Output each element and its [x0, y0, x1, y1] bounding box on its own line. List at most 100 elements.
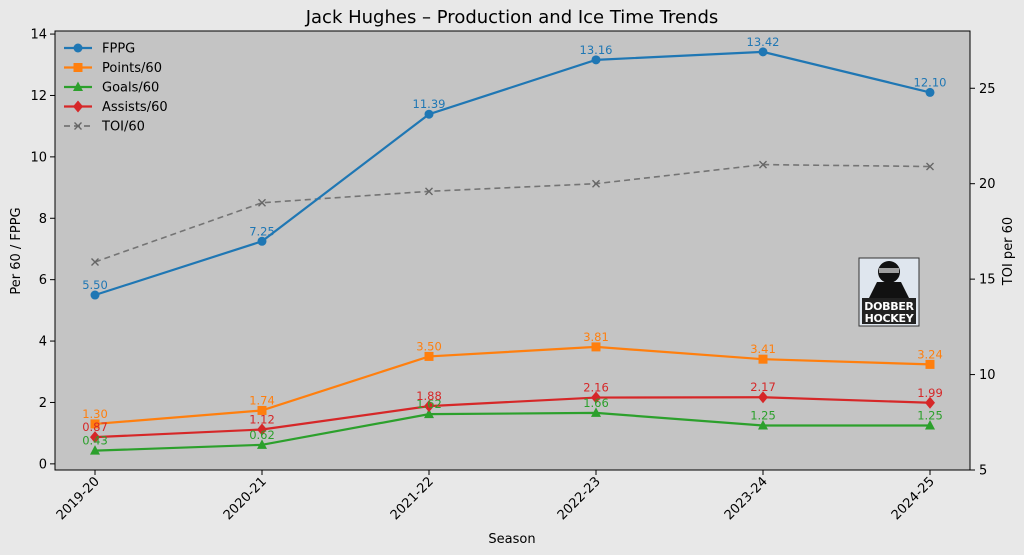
y-right-tick-label: 20 [979, 177, 996, 192]
point-points-60 [925, 359, 935, 369]
legend-label-goals-60: Goals/60 [102, 81, 159, 96]
data-label-points-60: 3.24 [917, 347, 943, 361]
series-layer [90, 47, 935, 455]
y-left-tick-label: 6 [39, 273, 47, 288]
point-assists-60 [90, 431, 100, 444]
point-assists-60 [591, 391, 601, 404]
x-tick-label: 2019-20 [54, 474, 103, 523]
y-left-tick-label: 12 [30, 89, 47, 104]
y-right-tick-label: 10 [979, 368, 996, 383]
data-label-points-60: 1.74 [249, 393, 275, 407]
data-label-fppg: 12.10 [914, 75, 947, 89]
data-label-assists-60: 2.16 [583, 381, 609, 395]
legend: FPPG Points/60 Goals/60 Assists/60 TOI/60 [64, 42, 168, 135]
legend-marker-toi-60 [74, 122, 82, 130]
y-axis-right: 5 10 15 20 25 [970, 82, 996, 479]
logo-text-line1: DOBBER [864, 300, 914, 313]
point-assists-60 [257, 423, 267, 436]
point-goals-60 [758, 419, 768, 430]
data-label-fppg: 13.16 [580, 43, 613, 57]
legend-label-assists-60: Assists/60 [102, 100, 168, 115]
x-tick-label: 2020-21 [221, 474, 270, 523]
data-label-assists-60: 1.99 [917, 386, 943, 400]
point-points-60 [758, 354, 768, 364]
data-label-assists-60: 1.88 [416, 389, 442, 403]
dobber-hockey-logo: DOBBER HOCKEY [858, 257, 920, 327]
data-label-points-60: 3.41 [750, 342, 776, 356]
legend-marker-assists-60 [73, 100, 83, 113]
data-label-assists-60: 0.87 [82, 420, 108, 434]
series-line-assists-60 [94, 396, 931, 439]
chart-title: Jack Hughes – Production and Ice Time Tr… [305, 7, 719, 28]
point-goals-60 [424, 408, 434, 419]
y-left-tick-label: 2 [39, 396, 47, 411]
legend-label-toi-60: TOI/60 [101, 120, 145, 135]
logo-banner [862, 298, 916, 324]
data-label-goals-60: 1.62 [416, 397, 442, 411]
y-left-tick-label: 0 [39, 457, 47, 472]
x-axis-label: Season [488, 532, 535, 547]
data-label-fppg: 13.42 [747, 35, 780, 49]
point-toi-60 [592, 179, 600, 188]
data-label-points-60: 3.50 [416, 339, 442, 353]
x-tick-label: 2021-22 [388, 474, 437, 523]
series-line-goals-60 [94, 411, 930, 452]
y-axis-right-label: TOI per 60 [1001, 217, 1016, 286]
point-toi-60 [91, 257, 99, 266]
point-fppg [90, 290, 100, 300]
point-assists-60 [424, 400, 434, 413]
legend-marker-points-60 [73, 63, 83, 72]
data-label-assists-60: 2.17 [750, 380, 776, 394]
point-toi-60 [258, 198, 266, 207]
y-right-tick-label: 15 [979, 273, 996, 288]
data-label-fppg: 11.39 [413, 97, 446, 111]
y-left-tick-label: 10 [30, 150, 47, 165]
point-toi-60 [425, 187, 433, 196]
logo-sunglasses-icon [879, 268, 899, 273]
y-right-tick-label: 5 [979, 464, 987, 479]
legend-label-points-60: Points/60 [102, 61, 162, 76]
point-assists-60 [925, 396, 935, 409]
data-label-fppg: 7.25 [249, 224, 275, 238]
point-fppg [591, 55, 601, 65]
y-left-tick-label: 14 [30, 28, 47, 43]
y-axis-left: 0 2 4 6 8 10 12 14 [30, 28, 55, 472]
point-points-60 [591, 342, 601, 352]
plot-area [54, 30, 971, 471]
y-left-tick-label: 4 [39, 335, 47, 350]
point-points-60 [257, 405, 267, 415]
point-goals-60 [591, 407, 601, 417]
x-tick-label: 2023-24 [722, 474, 771, 523]
series-line-points-60 [94, 345, 931, 426]
point-fppg [424, 109, 434, 119]
point-assists-60 [758, 391, 768, 404]
data-label-assists-60: 1.12 [249, 412, 275, 426]
series-line-fppg [94, 50, 931, 297]
point-points-60 [90, 419, 100, 429]
logo-text-line2: HOCKEY [865, 312, 915, 325]
data-label-points-60: 1.30 [82, 407, 108, 421]
point-goals-60 [925, 419, 935, 430]
y-left-tick-label: 8 [39, 212, 47, 227]
data-label-goals-60: 0.62 [249, 428, 275, 442]
data-label-goals-60: 1.25 [917, 408, 943, 422]
data-label-goals-60: 1.25 [750, 408, 776, 422]
legend-marker-fppg [73, 43, 83, 53]
x-axis: 2019-20 2020-21 2021-22 2022-23 2023-24 2024-… [54, 470, 938, 523]
point-fppg [257, 236, 267, 246]
point-goals-60 [257, 439, 267, 449]
point-fppg [758, 47, 768, 57]
legend-label-fppg: FPPG [102, 42, 135, 57]
point-goals-60 [90, 445, 100, 455]
x-tick-label: 2024-25 [889, 474, 938, 523]
y-right-tick-label: 25 [979, 82, 996, 97]
data-label-points-60: 3.81 [583, 330, 609, 344]
data-label-goals-60: 0.43 [82, 434, 108, 448]
data-label-fppg: 5.50 [82, 278, 108, 292]
x-tick-label: 2022-23 [555, 474, 604, 523]
point-points-60 [424, 351, 434, 361]
legend-marker-goals-60 [73, 81, 83, 91]
point-toi-60 [926, 162, 934, 171]
logo-body-icon [869, 282, 909, 298]
